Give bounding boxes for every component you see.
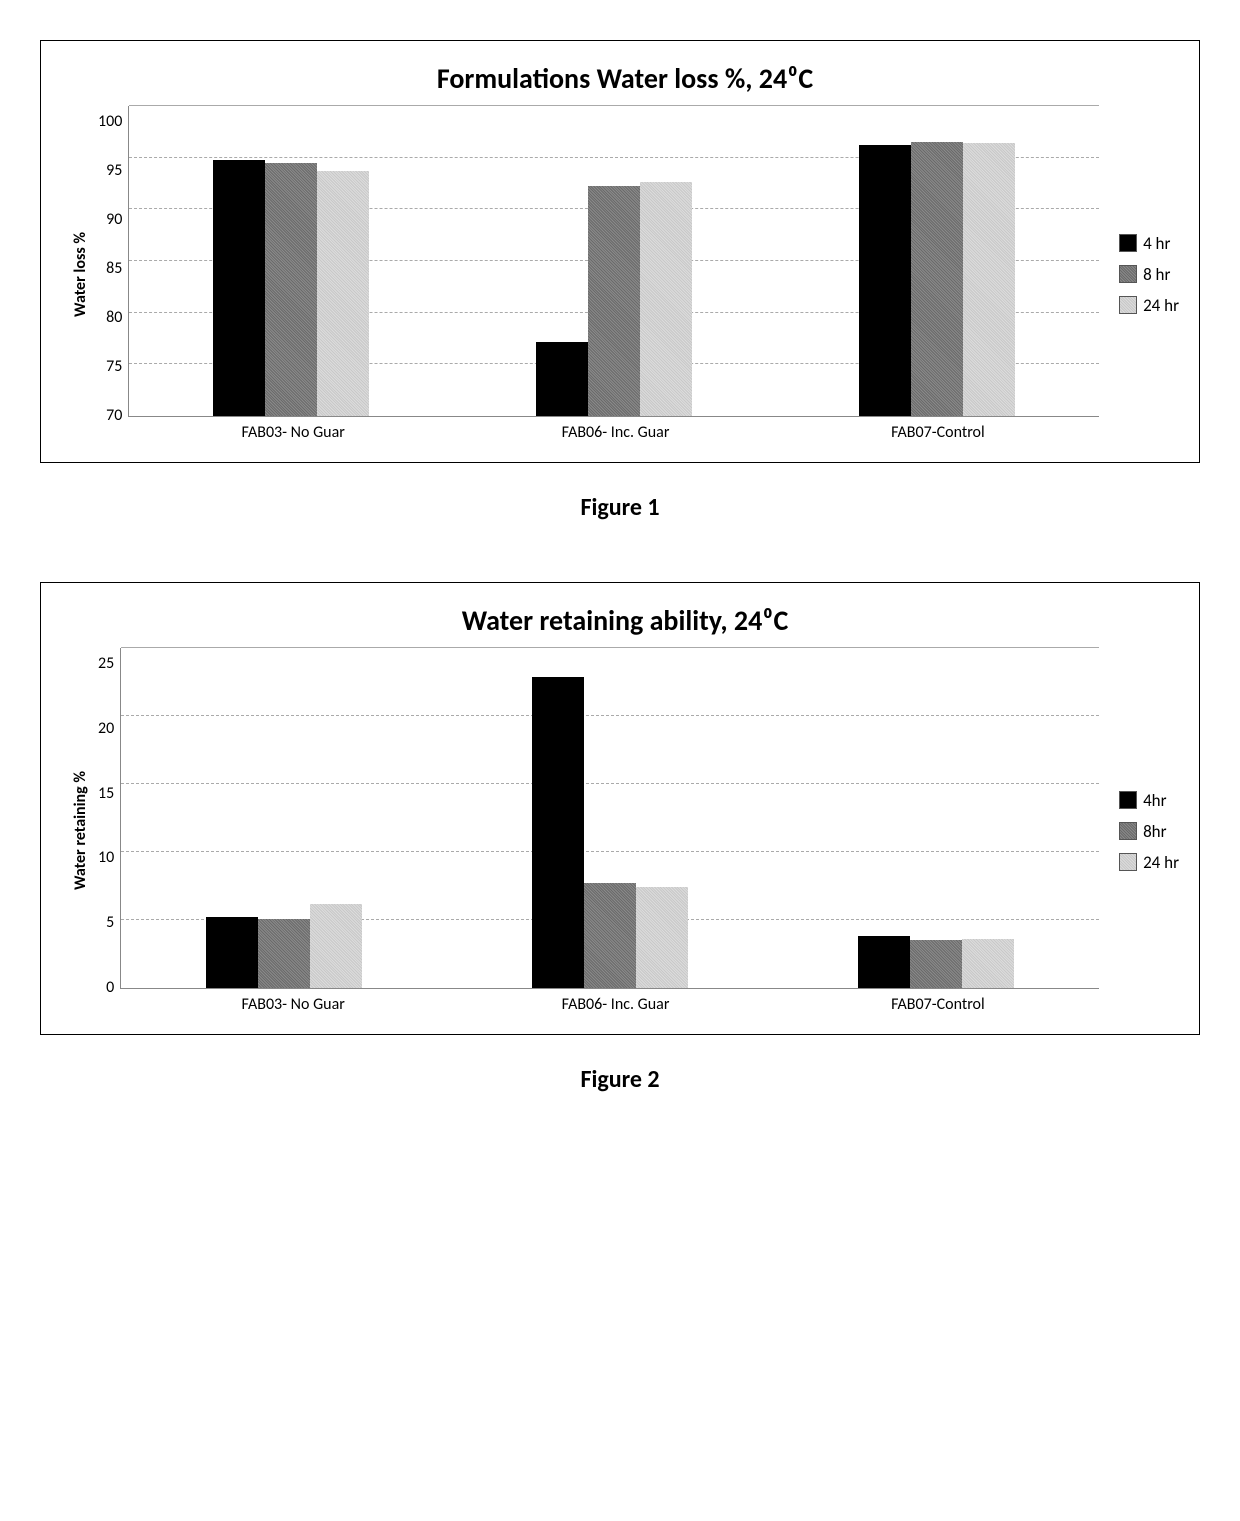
y-axis-label: Water loss % [71,232,90,317]
legend-item: 24 hr [1119,852,1179,873]
legend-label: 8hr [1143,821,1166,842]
bar [310,904,362,988]
y-tick: 90 [106,212,122,228]
x-label: FAB06- Inc. Guar [538,995,694,1014]
figure-2: Water retaining ability, 24⁰C Water retai… [40,582,1200,1094]
legend-label: 4 hr [1143,233,1170,254]
bar-group [536,182,692,416]
x-label: FAB03- No Guar [215,423,371,442]
plot-area [120,648,1099,989]
legend-item: 8hr [1119,821,1179,842]
bar [859,145,911,416]
bar [911,142,963,416]
bar [858,936,910,988]
legend: 4hr 8hr 24 hr [1119,780,1179,883]
legend-swatch-icon [1119,822,1137,840]
figure-1: Formulations Water loss %, 24⁰C Water los… [40,40,1200,522]
bar [258,919,310,988]
y-tick: 15 [98,786,114,802]
bar-group [858,936,1014,988]
y-tick: 75 [106,359,122,375]
legend-item: 24 hr [1119,295,1179,316]
x-label: FAB03- No Guar [215,995,371,1014]
plot-area [128,106,1099,417]
bar [532,677,584,988]
bars-layer [121,648,1099,988]
y-ticks: 100959085807570 [98,106,128,416]
legend-label: 8 hr [1143,264,1170,285]
x-label: FAB07-Control [860,995,1016,1014]
bar-group [213,160,369,416]
bar [588,186,640,416]
x-labels: FAB03- No Guar FAB06- Inc. Guar FAB07-Cont… [98,995,1099,1014]
y-tick: 70 [106,408,122,424]
y-tick: 10 [98,850,114,866]
plot-row: 2520151050 [98,648,1099,989]
figure-caption: Figure 2 [40,1065,1200,1094]
chart-body: Water loss %100959085807570FAB03- No Gua… [71,106,1179,442]
legend-label: 4hr [1143,790,1166,811]
legend-item: 4hr [1119,790,1179,811]
bar [317,171,369,416]
bar [265,163,317,416]
bars-layer [129,106,1099,416]
y-tick: 5 [106,915,114,931]
bar [206,917,258,988]
legend-swatch-icon [1119,791,1137,809]
bar-group [859,142,1015,416]
legend-label: 24 hr [1143,852,1179,873]
plot-row: 100959085807570 [98,106,1099,417]
bar [640,182,692,416]
plot-wrap: 100 95 90 85 80 75 70 FAB03- No Guar FAB06- Inc.… [98,106,1099,442]
bar [910,940,962,988]
y-tick: 95 [106,163,122,179]
y-tick: 20 [98,721,114,737]
legend-swatch-icon [1119,265,1137,283]
legend: 4 hr 8 hr 24 hr [1119,223,1179,326]
y-ticks: 2520151050 [98,648,120,988]
bar [963,143,1015,416]
bar [962,939,1014,988]
y-tick: 85 [106,261,122,277]
legend-label: 24 hr [1143,295,1179,316]
legend-swatch-icon [1119,296,1137,314]
legend-item: 4 hr [1119,233,1179,254]
x-label: FAB07-Control [860,423,1016,442]
bar [213,160,265,416]
legend-item: 8 hr [1119,264,1179,285]
figure-caption: Figure 1 [40,493,1200,522]
legend-swatch-icon [1119,853,1137,871]
bar-group [206,904,362,988]
x-label: FAB06- Inc. Guar [538,423,694,442]
chart-title: Water retaining ability, 24⁰C [71,603,1179,638]
y-tick: 80 [106,310,122,326]
chart-title: Formulations Water loss %, 24⁰C [71,61,1179,96]
legend-swatch-icon [1119,234,1137,252]
chart-body: Water retaining %2520151050FAB03- No Gua… [71,648,1179,1014]
bar-group [532,677,688,988]
y-tick: 0 [106,980,114,996]
y-axis-label: Water retaining % [71,771,90,890]
bar [536,342,588,416]
y-tick: 25 [98,656,114,672]
plot-wrap: 25 20 15 10 5 0 FAB03- No Guar FAB06- Inc. Guar… [98,648,1099,1014]
y-tick: 100 [98,114,122,130]
chart-frame: Water retaining ability, 24⁰C Water retai… [40,582,1200,1035]
bar [636,887,688,988]
bar [584,883,636,988]
x-labels: FAB03- No Guar FAB06- Inc. Guar FAB07-Cont… [98,423,1099,442]
chart-frame: Formulations Water loss %, 24⁰C Water los… [40,40,1200,463]
